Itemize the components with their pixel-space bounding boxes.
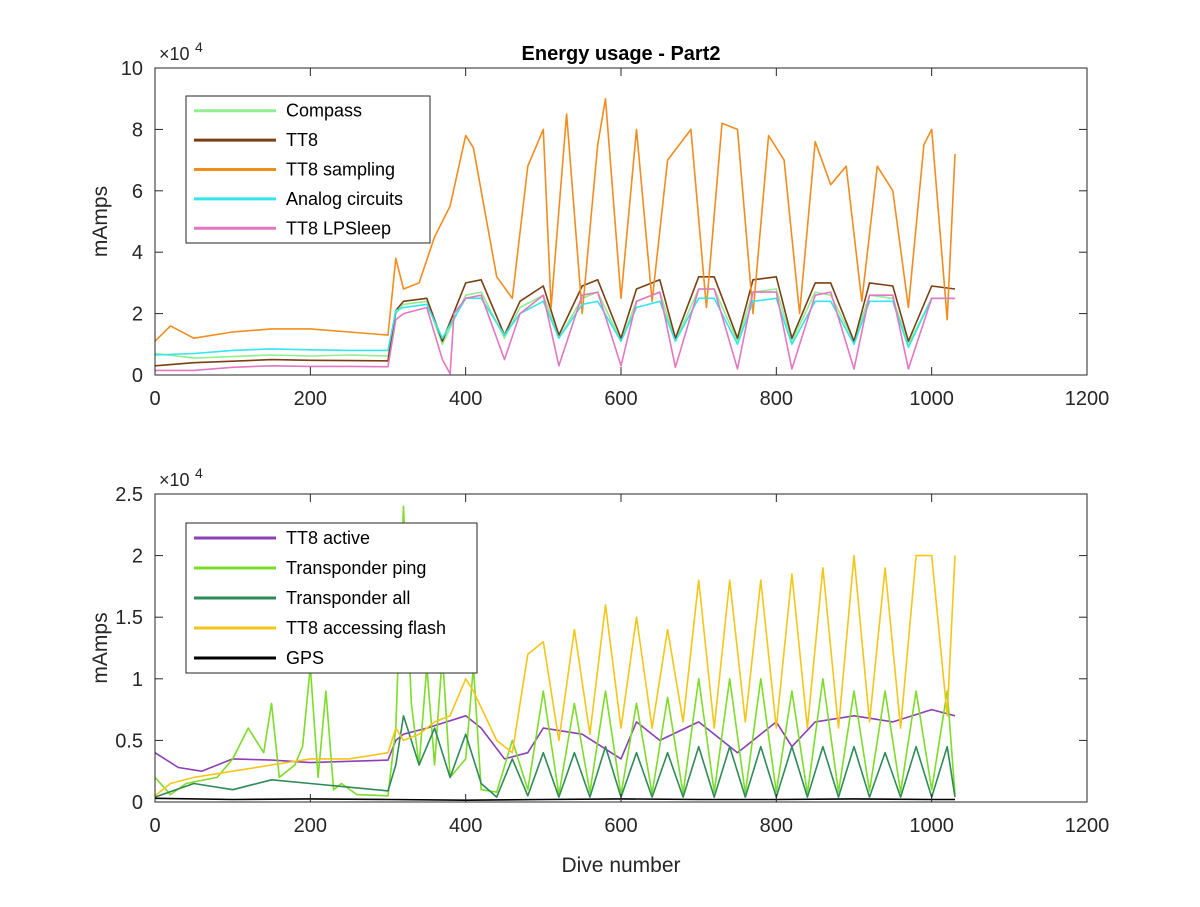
series-line-2 [155,505,956,797]
x-tick-label: 200 [294,815,327,837]
series-line-4 [155,297,955,356]
series-line-3 [155,714,956,798]
x-tick-label: 800 [760,815,793,837]
exponent-power: 4 [195,465,203,481]
legend-label-2: Transponder ping [286,558,426,578]
chart-panel-2: 0 200 400 600 800 1000 1200 0 0.5 1 1.5 2 2.5 ×10 4 mAm… [89,465,1109,877]
series-line-5 [155,797,955,802]
y-tick-label: 0 [132,365,143,387]
y-tick-label: 2 [132,546,143,568]
series-line-5 [155,288,955,375]
series-group [155,97,956,375]
y-tick-label: 4 [132,242,143,264]
legend-label-3: Transponder all [286,588,410,608]
x-tick-label: 0 [149,815,160,837]
x-axis-label: Dive number [561,854,680,877]
series-line-4 [155,554,956,797]
y-tick-label: 1 [132,669,143,691]
chart-title: Energy usage - Part2 [522,43,721,65]
exponent-label: ×10 [159,44,190,64]
legend: TT8 active Transponder ping Transponder al… [185,522,478,674]
legend-label-4: Analog circuits [286,189,403,209]
legend-label-1: Compass [286,101,362,121]
chart-panel-1: 0 200 400 600 800 1000 1200 0 2 4 6 8 10 ×10 4 Energy u… [89,39,1109,410]
series-group [155,505,956,802]
exponent-label: ×10 [159,470,190,490]
x-tick-label: 800 [760,388,793,410]
legend-label-1: TT8 active [286,528,370,548]
legend-label-5: GPS [286,648,324,668]
series-line-3 [155,97,956,342]
x-tick-label: 200 [294,388,327,410]
x-tick-label: 1000 [909,388,954,410]
y-axis-label: mAmps [89,612,112,683]
legend: Compass TT8 TT8 sampling Analog circuits TT8… [185,95,431,244]
y-tick-label: 2 [132,304,143,326]
y-axis-label: mAmps [89,186,112,257]
y-tick-label: 10 [121,58,143,80]
x-tick-label: 1000 [909,815,954,837]
x-tick-label: 400 [449,815,482,837]
x-tick-label: 1200 [1065,388,1110,410]
legend-label-2: TT8 [286,130,318,150]
x-tick-label: 600 [604,815,637,837]
y-tick-label: 6 [132,181,143,203]
y-tick-label: 2.5 [115,484,143,506]
y-tick-label: 8 [132,119,143,141]
x-tick-label: 1200 [1065,815,1110,837]
x-tick-label: 400 [449,388,482,410]
y-tick-label: 0 [132,792,143,814]
legend-label-5: TT8 LPSleep [286,218,391,238]
y-tick-label: 0.5 [115,730,143,752]
x-tick-label: 600 [604,388,637,410]
exponent-power: 4 [195,39,203,55]
series-line-2 [155,275,956,367]
legend-label-4: TT8 accessing flash [286,618,446,638]
y-tick-label: 1.5 [115,607,143,629]
x-tick-label: 0 [149,388,160,410]
legend-label-3: TT8 sampling [286,160,395,180]
